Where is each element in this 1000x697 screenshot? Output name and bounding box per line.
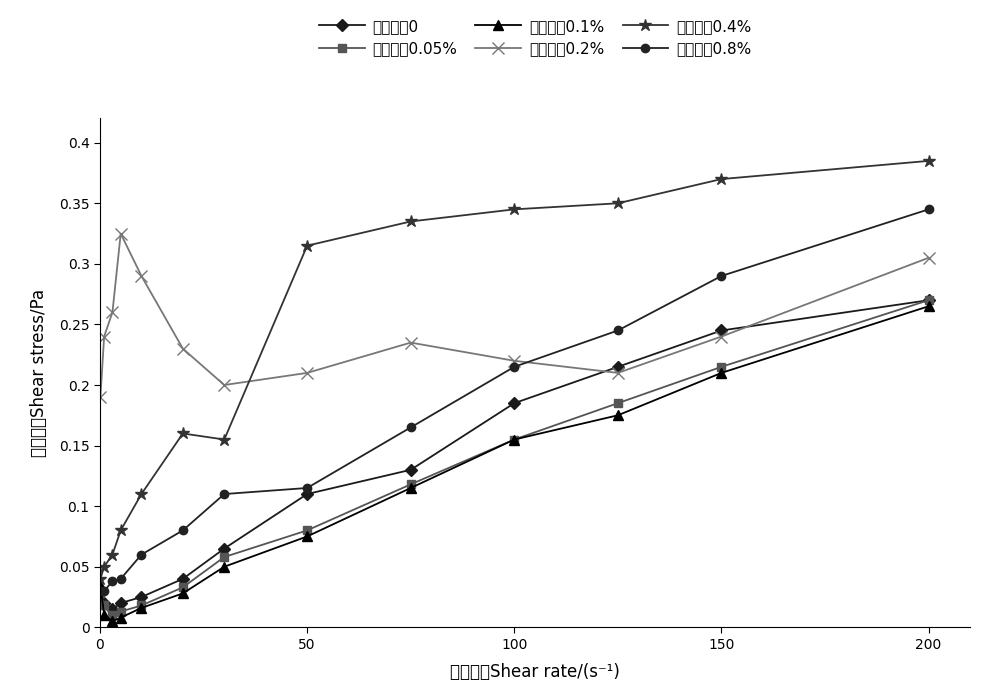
大豆皌苹0.8% <box>218 490 230 498</box>
大豆皌苹0 <box>218 544 230 553</box>
大豆皌苹0.8% <box>106 577 118 585</box>
大豆皌苹0.4% <box>612 199 624 208</box>
大豆皌苹0.1% <box>923 302 935 310</box>
大豆皌苹0.8% <box>923 205 935 213</box>
大豆皌苹0.1% <box>715 369 727 377</box>
大豆皌苹0.2% <box>405 339 417 347</box>
大豆皌苹0.1% <box>94 581 106 589</box>
大豆皌苹0 <box>508 399 520 407</box>
大豆皌苹0.4% <box>115 526 127 535</box>
大豆皌苹0.4% <box>98 562 110 571</box>
Line: 大豆皌苹0.4%: 大豆皌苹0.4% <box>94 155 935 585</box>
大豆皌苹0.2% <box>612 369 624 377</box>
大豆皌苹0.8% <box>115 574 127 583</box>
大豆皌苹0.1% <box>612 411 624 420</box>
大豆皌苹0 <box>301 490 313 498</box>
大豆皌苹0.05% <box>612 399 624 407</box>
大豆皌苹0.4% <box>177 429 189 438</box>
大豆皌苹0.4% <box>301 241 313 250</box>
大豆皌苹0.1% <box>106 617 118 625</box>
大豆皌苹0.1% <box>115 613 127 622</box>
大豆皌苹0.1% <box>177 589 189 597</box>
大豆皌苹0 <box>715 326 727 335</box>
大豆皌苹0.05% <box>715 362 727 371</box>
Line: 大豆皌苹0: 大豆皌苹0 <box>96 296 933 613</box>
大豆皌苹0.05% <box>98 602 110 610</box>
大豆皌苹0.2% <box>135 272 147 280</box>
大豆皌苹0.05% <box>177 583 189 592</box>
大豆皌苹0 <box>135 593 147 602</box>
大豆皌苹0.1% <box>218 562 230 571</box>
大豆皌苹0.8% <box>98 587 110 595</box>
大豆皌苹0.2% <box>106 308 118 316</box>
X-axis label: 剪切速率Shear rate/(s⁻¹): 剪切速率Shear rate/(s⁻¹) <box>450 663 620 681</box>
Legend: 大豆皌苹0, 大豆皌苹0.05%, 大豆皌苹0.1%, 大豆皌苹0.2%, 大豆皌苹0.4%, 大豆皌苹0.8%: 大豆皌苹0, 大豆皌苹0.05%, 大豆皌苹0.1%, 大豆皌苹0.2%, 大豆… <box>314 14 756 61</box>
大豆皌苹0.8% <box>301 484 313 492</box>
大豆皌苹0.2% <box>508 357 520 365</box>
大豆皌苹0.2% <box>177 344 189 353</box>
大豆皌苹0.2% <box>115 229 127 238</box>
大豆皌苹0.1% <box>135 604 147 612</box>
大豆皌苹0.1% <box>508 436 520 444</box>
大豆皌苹0.2% <box>218 381 230 389</box>
大豆皌苹0.4% <box>135 490 147 498</box>
大豆皌苹0.8% <box>405 423 417 431</box>
大豆皌苹0.4% <box>715 175 727 183</box>
大豆皌苹0.4% <box>106 551 118 559</box>
Line: 大豆皌苹0.2%: 大豆皌苹0.2% <box>95 228 934 403</box>
大豆皌苹0.8% <box>612 326 624 335</box>
大豆皌苹0.05% <box>508 436 520 444</box>
大豆皌苹0.2% <box>301 369 313 377</box>
大豆皌苹0.8% <box>715 272 727 280</box>
大豆皌苹0.2% <box>94 393 106 401</box>
大豆皌苹0.1% <box>301 533 313 541</box>
大豆皌苹0.05% <box>135 602 147 610</box>
大豆皌苹0 <box>98 599 110 607</box>
大豆皌苹0.8% <box>177 526 189 535</box>
大豆皌苹0 <box>923 296 935 305</box>
大豆皌苹0.05% <box>94 589 106 597</box>
大豆皌苹0.05% <box>218 553 230 561</box>
大豆皌苹0.05% <box>405 480 417 489</box>
大豆皌苹0.05% <box>301 526 313 535</box>
大豆皌苹0.1% <box>98 611 110 620</box>
大豆皌苹0 <box>177 574 189 583</box>
大豆皌苹0 <box>612 362 624 371</box>
大豆皌苹0.8% <box>135 551 147 559</box>
大豆皌苹0.2% <box>98 332 110 341</box>
大豆皌苹0 <box>94 584 106 592</box>
大豆皌苹0.05% <box>106 611 118 620</box>
大豆皌苹0.05% <box>115 607 127 615</box>
大豆皌苹0.4% <box>218 436 230 444</box>
大豆皌苹0.2% <box>923 254 935 262</box>
大豆皌苹0.1% <box>405 484 417 492</box>
大豆皌苹0.4% <box>508 205 520 213</box>
大豆皌苹0.4% <box>94 574 106 583</box>
大豆皌苹0.2% <box>715 332 727 341</box>
Line: 大豆皌苹0.8%: 大豆皌苹0.8% <box>96 205 933 595</box>
Line: 大豆皌苹0.1%: 大豆皌苹0.1% <box>96 301 933 626</box>
大豆皌苹0 <box>115 599 127 607</box>
大豆皌苹0.8% <box>94 587 106 595</box>
大豆皌苹0.05% <box>923 296 935 305</box>
大豆皌苹0 <box>405 466 417 474</box>
大豆皌苹0.8% <box>508 362 520 371</box>
Line: 大豆皌苹0.05%: 大豆皌苹0.05% <box>96 296 933 620</box>
Y-axis label: 剪切应力Shear stress/Pa: 剪切应力Shear stress/Pa <box>30 289 48 457</box>
大豆皌苹0.4% <box>405 217 417 226</box>
大豆皌苹0.4% <box>923 157 935 165</box>
大豆皌苹0 <box>106 605 118 613</box>
